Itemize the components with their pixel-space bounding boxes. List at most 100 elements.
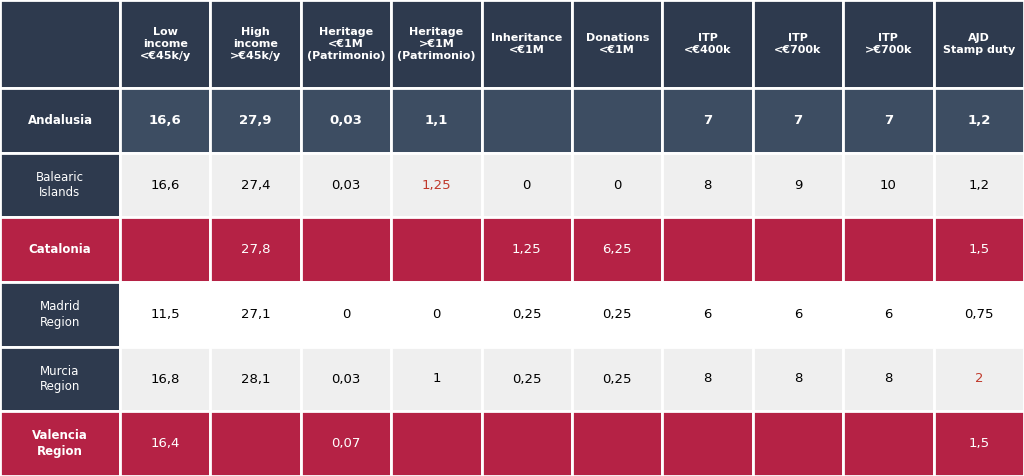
Text: 7: 7: [884, 114, 893, 127]
Bar: [572, 347, 663, 411]
Text: 1,25: 1,25: [422, 178, 452, 191]
Text: Heritage
>€1M
(Patrimonio): Heritage >€1M (Patrimonio): [397, 27, 476, 61]
Text: Heritage
<€1M
(Patrimonio): Heritage <€1M (Patrimonio): [307, 27, 385, 61]
Bar: [0, 0, 120, 88]
Bar: [481, 0, 572, 88]
Text: 1,5: 1,5: [969, 437, 989, 450]
Bar: [120, 0, 210, 88]
Bar: [843, 411, 934, 476]
Bar: [753, 411, 843, 476]
Bar: [843, 282, 934, 347]
Bar: [120, 218, 210, 282]
Text: 9: 9: [794, 178, 802, 191]
Bar: [572, 0, 663, 88]
Bar: [0, 347, 120, 411]
Bar: [120, 282, 210, 347]
Bar: [301, 347, 391, 411]
Text: 0,25: 0,25: [512, 373, 542, 386]
Text: 16,6: 16,6: [151, 178, 180, 191]
Bar: [934, 0, 1024, 88]
Text: 0: 0: [342, 308, 350, 321]
Text: 6: 6: [703, 308, 712, 321]
Bar: [391, 0, 481, 88]
Bar: [210, 0, 301, 88]
Bar: [210, 88, 301, 153]
Bar: [934, 88, 1024, 153]
Bar: [210, 411, 301, 476]
Bar: [120, 153, 210, 218]
Bar: [0, 282, 120, 347]
Bar: [934, 218, 1024, 282]
Text: 2: 2: [975, 373, 983, 386]
Bar: [301, 0, 391, 88]
Text: 16,8: 16,8: [151, 373, 180, 386]
Text: 8: 8: [794, 373, 802, 386]
Bar: [481, 218, 572, 282]
Text: 0,03: 0,03: [332, 178, 360, 191]
Text: Balearic
Islands: Balearic Islands: [36, 171, 84, 199]
Text: 28,1: 28,1: [241, 373, 270, 386]
Text: 0,25: 0,25: [602, 373, 632, 386]
Text: 8: 8: [703, 178, 712, 191]
Bar: [481, 88, 572, 153]
Text: 10: 10: [880, 178, 897, 191]
Text: Valencia
Region: Valencia Region: [32, 429, 88, 458]
Bar: [481, 282, 572, 347]
Bar: [934, 282, 1024, 347]
Text: 27,8: 27,8: [241, 243, 270, 256]
Bar: [843, 347, 934, 411]
Bar: [301, 282, 391, 347]
Bar: [843, 218, 934, 282]
Bar: [391, 282, 481, 347]
Text: 0,03: 0,03: [332, 373, 360, 386]
Text: 0: 0: [432, 308, 440, 321]
Text: 7: 7: [794, 114, 803, 127]
Bar: [663, 347, 753, 411]
Text: 8: 8: [884, 373, 893, 386]
Text: ITP
<€400k: ITP <€400k: [684, 33, 731, 55]
Text: Catalonia: Catalonia: [29, 243, 91, 256]
Bar: [843, 0, 934, 88]
Bar: [753, 88, 843, 153]
Bar: [120, 411, 210, 476]
Text: Inheritance
<€1M: Inheritance <€1M: [492, 33, 562, 55]
Bar: [481, 347, 572, 411]
Bar: [0, 411, 120, 476]
Text: High
income
>€45k/y: High income >€45k/y: [230, 27, 282, 61]
Bar: [210, 153, 301, 218]
Bar: [391, 411, 481, 476]
Bar: [572, 411, 663, 476]
Text: 6: 6: [884, 308, 893, 321]
Text: 1,1: 1,1: [425, 114, 449, 127]
Text: AJD
Stamp duty: AJD Stamp duty: [943, 33, 1015, 55]
Bar: [663, 88, 753, 153]
Text: 7: 7: [703, 114, 712, 127]
Bar: [934, 153, 1024, 218]
Text: 11,5: 11,5: [151, 308, 180, 321]
Bar: [301, 411, 391, 476]
Bar: [663, 153, 753, 218]
Text: ITP
<€700k: ITP <€700k: [774, 33, 821, 55]
Bar: [391, 347, 481, 411]
Text: 0,03: 0,03: [330, 114, 362, 127]
Bar: [663, 218, 753, 282]
Text: 16,4: 16,4: [151, 437, 180, 450]
Text: 1,25: 1,25: [512, 243, 542, 256]
Text: 8: 8: [703, 373, 712, 386]
Text: ITP
>€700k: ITP >€700k: [864, 33, 912, 55]
Text: 27,4: 27,4: [241, 178, 270, 191]
Text: 16,6: 16,6: [148, 114, 181, 127]
Bar: [663, 282, 753, 347]
Bar: [210, 218, 301, 282]
Bar: [663, 411, 753, 476]
Bar: [753, 0, 843, 88]
Bar: [572, 88, 663, 153]
Text: Donations
<€1M: Donations <€1M: [586, 33, 649, 55]
Text: 0,75: 0,75: [964, 308, 993, 321]
Bar: [934, 347, 1024, 411]
Text: 0: 0: [522, 178, 531, 191]
Bar: [120, 88, 210, 153]
Text: Murcia
Region: Murcia Region: [40, 365, 80, 393]
Text: 0,07: 0,07: [332, 437, 360, 450]
Bar: [391, 88, 481, 153]
